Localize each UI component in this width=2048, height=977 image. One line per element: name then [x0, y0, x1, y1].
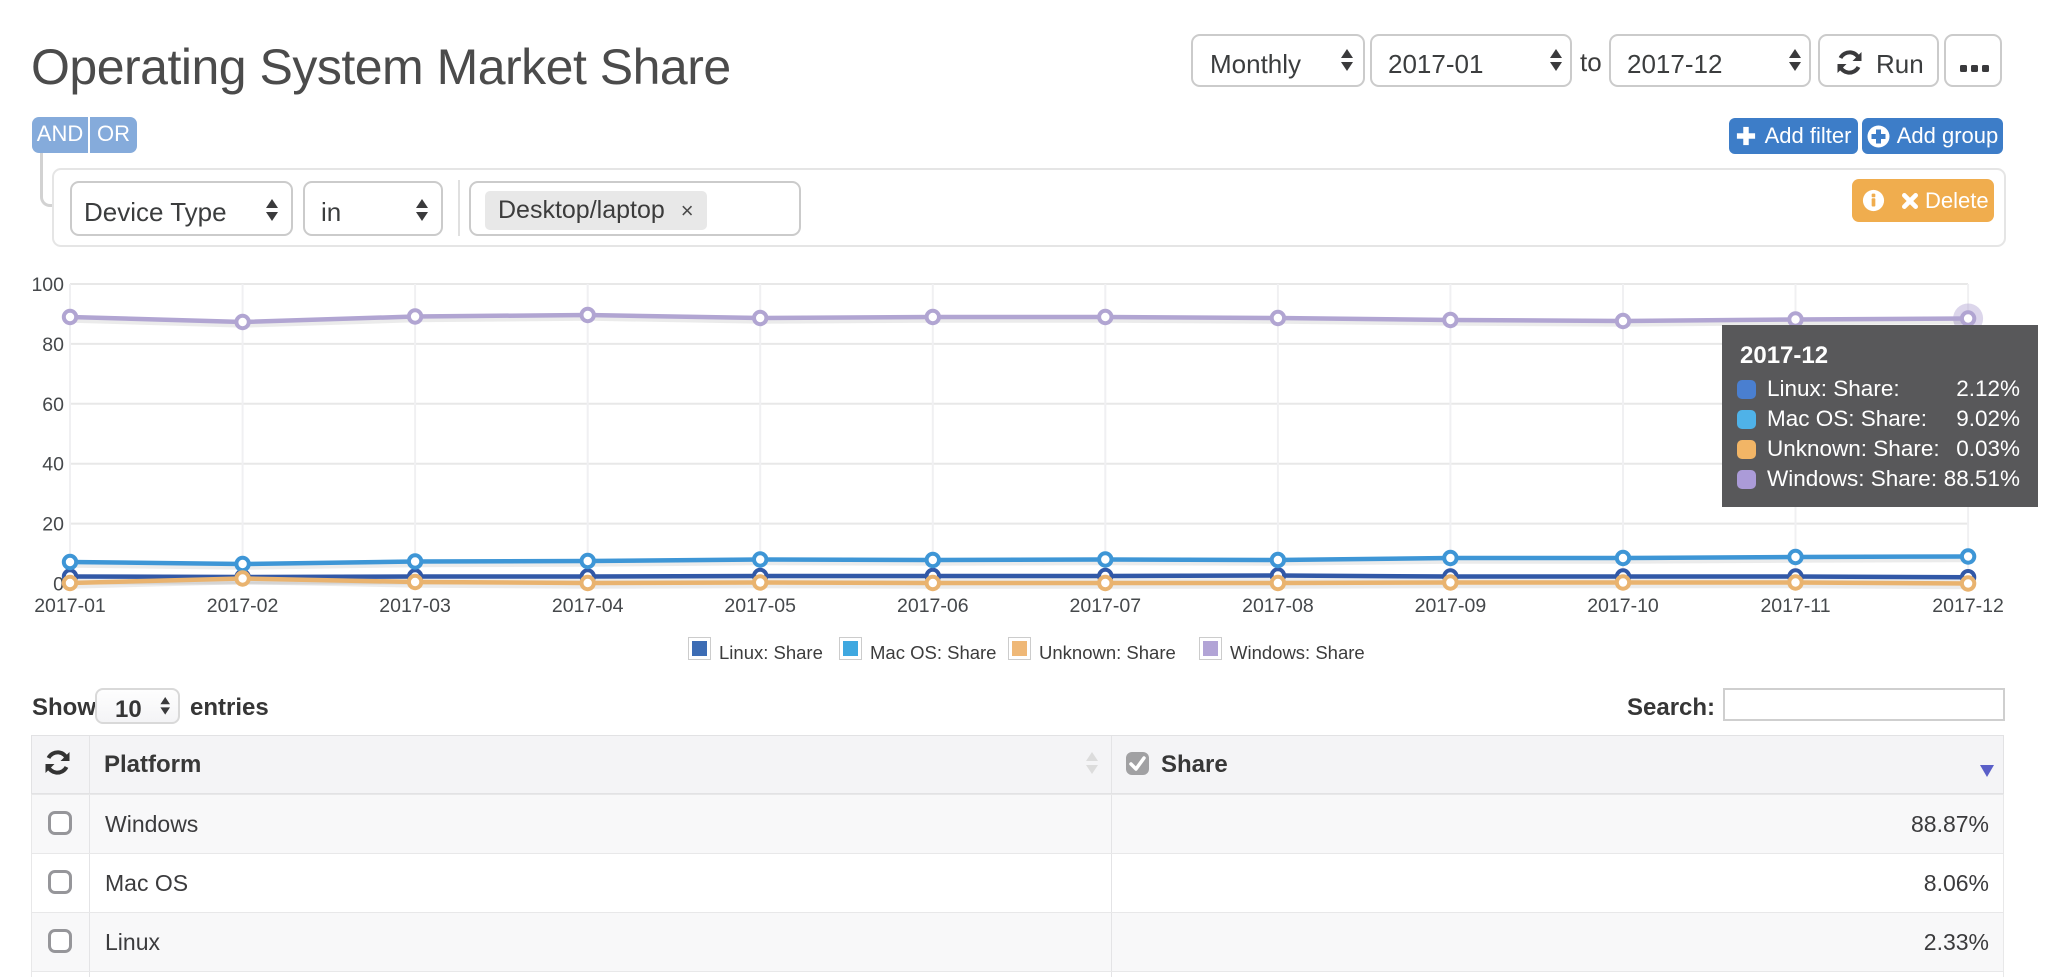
- svg-text:60: 60: [42, 394, 64, 416]
- svg-text:40: 40: [42, 454, 64, 476]
- svg-text:2017-05: 2017-05: [724, 595, 796, 617]
- svg-text:2017-09: 2017-09: [1415, 595, 1487, 617]
- svg-text:0: 0: [53, 574, 64, 596]
- svg-text:2017-06: 2017-06: [897, 595, 969, 617]
- svg-text:2017-02: 2017-02: [207, 595, 279, 617]
- svg-text:2017-12: 2017-12: [1932, 595, 2004, 617]
- svg-text:2017-04: 2017-04: [552, 595, 624, 617]
- svg-text:100: 100: [31, 274, 64, 296]
- svg-text:2017-11: 2017-11: [1760, 595, 1830, 617]
- svg-text:80: 80: [42, 334, 64, 356]
- svg-text:2017-10: 2017-10: [1587, 595, 1659, 617]
- svg-text:20: 20: [42, 514, 64, 536]
- svg-text:2017-07: 2017-07: [1070, 595, 1142, 617]
- svg-text:2017-03: 2017-03: [379, 595, 451, 617]
- svg-text:2017-08: 2017-08: [1242, 595, 1314, 617]
- svg-text:2017-01: 2017-01: [34, 595, 106, 617]
